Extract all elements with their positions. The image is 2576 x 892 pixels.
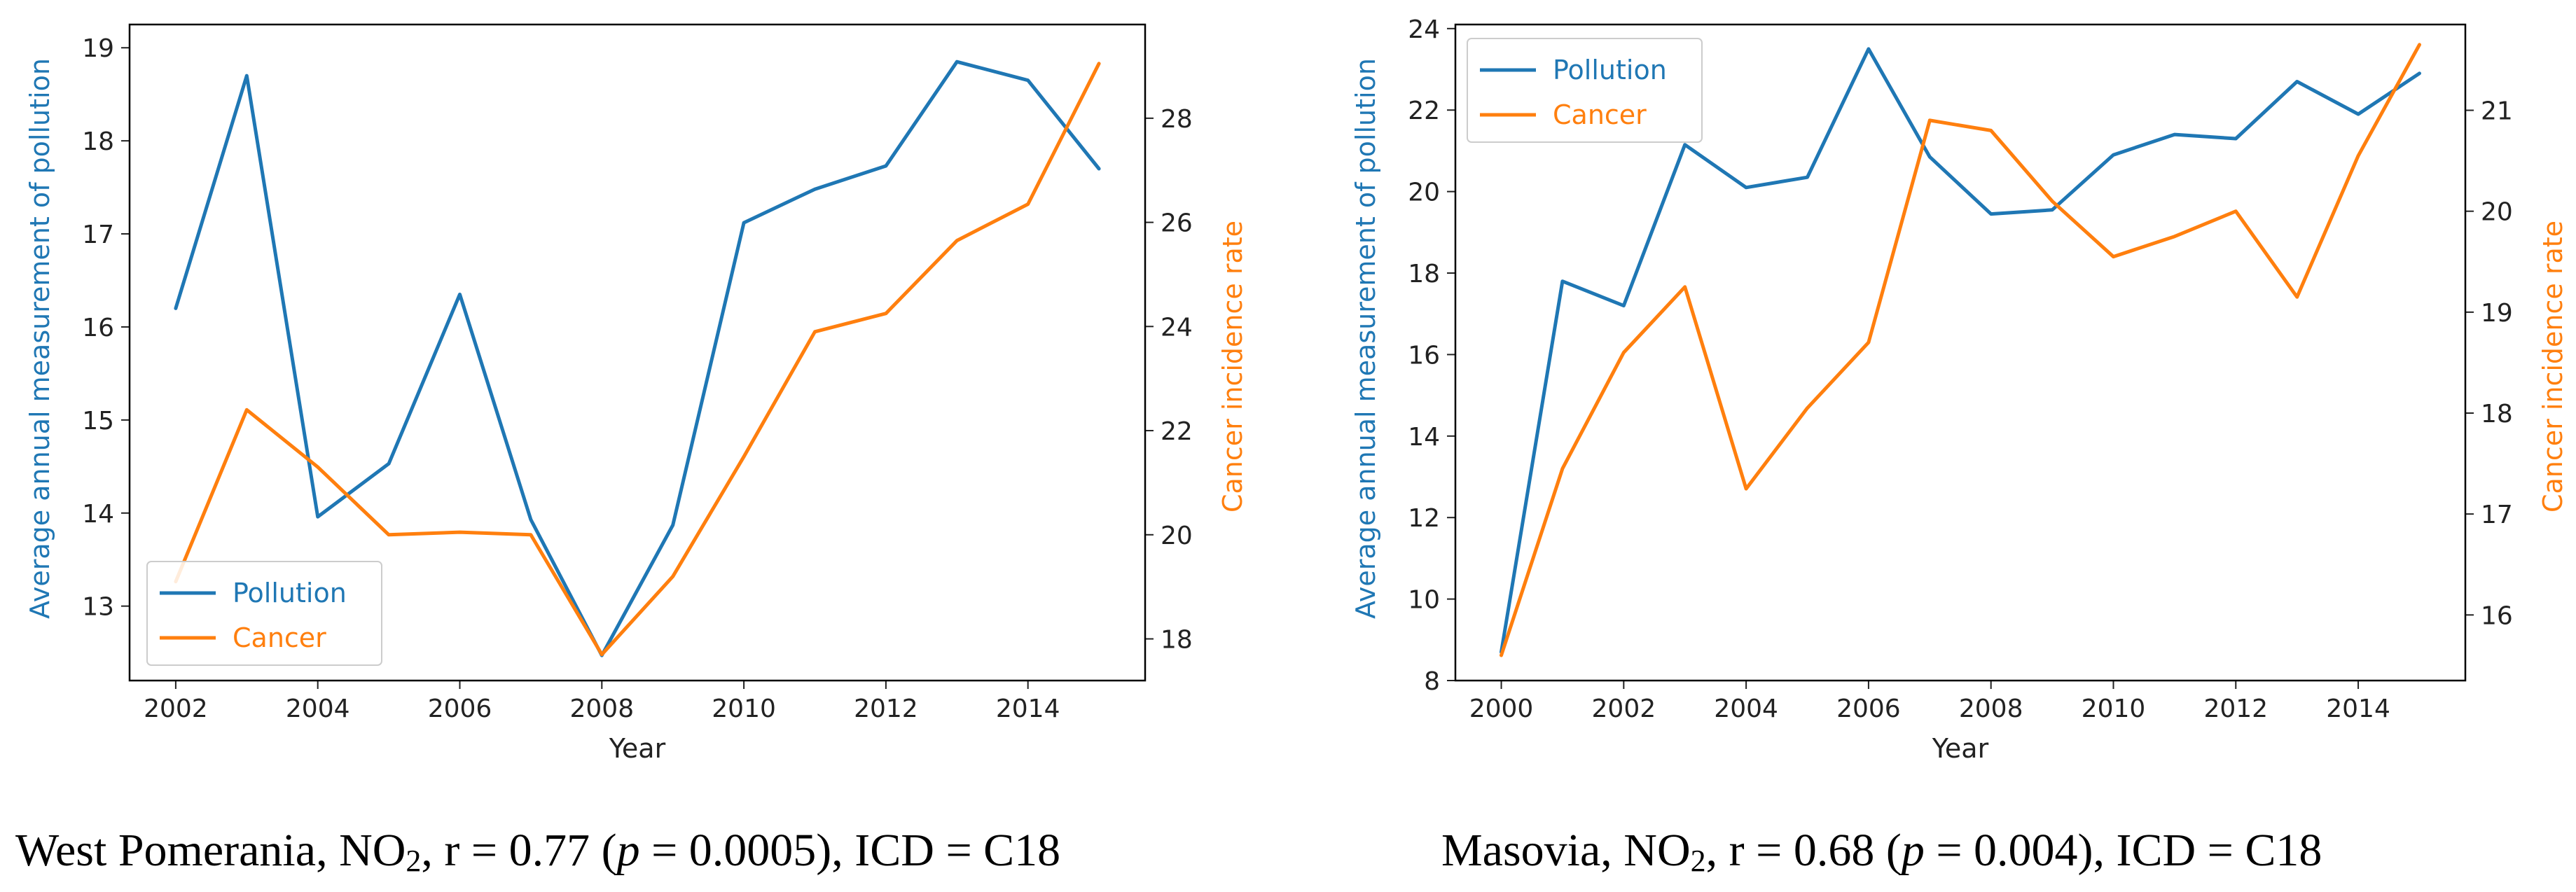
y-left-tick-label: 15 — [82, 407, 114, 435]
x-tick-label: 2012 — [2203, 695, 2268, 723]
y-right-axis-label: Cancer incidence rate — [2537, 221, 2568, 513]
chart-masovia: 2000 2002 2004 2006 2008 2010 2012 2014 8 10 12 14 1… — [1350, 15, 2568, 764]
legend-label-pollution: Pollution — [1553, 55, 1667, 85]
caption-r: , r = 0.77 ( — [421, 825, 617, 876]
legend-label-pollution: Pollution — [233, 578, 347, 608]
x-tick-label: 2012 — [854, 695, 918, 723]
x-axis-label: Year — [1932, 733, 1989, 764]
caption-p: = 0.0005), ICD = C18 — [639, 825, 1061, 876]
y-left-tick-label: 10 — [1408, 586, 1440, 615]
series-line-pollution — [1500, 47, 2421, 654]
y-right-tick-label: 26 — [1161, 209, 1193, 238]
y-left-tick-label: 8 — [1424, 667, 1440, 696]
y-right-tick-label: 17 — [2481, 501, 2513, 529]
caption-p: = 0.004), ICD = C18 — [1924, 825, 2322, 876]
x-tick-label: 2002 — [1592, 695, 1656, 723]
caption-region: Masovia, NO — [1441, 825, 1691, 876]
y-left-tick-label: 17 — [82, 221, 114, 249]
y-left-tick-label: 20 — [1408, 179, 1440, 207]
y-left-tick-label: 16 — [1408, 341, 1440, 370]
y-left-tick-label: 14 — [1408, 423, 1440, 452]
y-right-tick-label: 22 — [1161, 417, 1193, 446]
y-left-axis-label: Average annual measurement of pollution — [25, 58, 55, 619]
series-line-cancer — [174, 62, 1101, 657]
caption-west-pomerania: West Pomerania, NO2, r = 0.77 (p = 0.000… — [15, 812, 1060, 889]
caption-masovia: Masovia, NO2, r = 0.68 (p = 0.004), ICD … — [1441, 812, 2322, 889]
plot-frame — [1454, 23, 2467, 682]
x-tick-label: 2002 — [144, 695, 208, 723]
caption-p-symbol: p — [1901, 825, 1925, 876]
caption-subscript: 2 — [406, 844, 422, 878]
y-left-tick-label: 22 — [1408, 97, 1440, 125]
y-right-tick-label: 18 — [2481, 400, 2513, 428]
x-tick-label: 2008 — [1959, 695, 2023, 723]
y-left-tick-label: 19 — [82, 34, 114, 63]
y-left-tick-label: 13 — [82, 593, 114, 622]
y-right-axis-label: Cancer incidence rate — [1217, 221, 1248, 513]
series-line-pollution — [174, 60, 1101, 657]
x-axis-label: Year — [609, 733, 666, 764]
x-tick-label: 2000 — [1469, 695, 1534, 723]
y-left-tick-label: 18 — [82, 127, 114, 156]
x-tick-label: 2010 — [712, 695, 776, 723]
y-left-tick-label: 18 — [1408, 260, 1440, 288]
series-line-cancer — [1500, 43, 2421, 657]
y-right-tick-label: 20 — [1161, 522, 1193, 550]
x-tick-label: 2014 — [996, 695, 1060, 723]
y-left-tick-label: 16 — [82, 314, 114, 342]
y-left-tick-label: 12 — [1408, 504, 1440, 533]
caption-r: , r = 0.68 ( — [1705, 825, 1902, 876]
y-right-tick-label: 20 — [2481, 198, 2513, 227]
caption-subscript: 2 — [1690, 844, 1706, 878]
legend-label-cancer: Cancer — [233, 622, 326, 653]
caption-region: West Pomerania, NO — [15, 825, 406, 876]
x-tick-label: 2004 — [1714, 695, 1778, 723]
y-right-tick-label: 19 — [2481, 299, 2513, 328]
y-right-tick-label: 21 — [2481, 97, 2513, 126]
x-tick-label: 2014 — [2326, 695, 2390, 723]
x-tick-label: 2010 — [2082, 695, 2146, 723]
x-tick-label: 2004 — [286, 695, 350, 723]
legend-label-cancer: Cancer — [1553, 99, 1647, 130]
y-left-axis-label: Average annual measurement of pollution — [1350, 58, 1381, 619]
chart-west-pomerania: 2002 2004 2006 2008 2010 2012 2014 13 14 15 16 17 18… — [25, 23, 1248, 764]
y-right-tick-label: 16 — [2481, 601, 2513, 630]
y-left-tick-label: 14 — [82, 500, 114, 529]
y-right-tick-label: 18 — [1161, 626, 1193, 655]
x-tick-label: 2006 — [428, 695, 492, 723]
x-tick-label: 2006 — [1836, 695, 1901, 723]
x-tick-label: 2008 — [569, 695, 634, 723]
y-right-tick-label: 24 — [1161, 313, 1193, 342]
plot-frame — [128, 23, 1147, 682]
caption-p-symbol: p — [616, 825, 640, 876]
y-left-tick-label: 24 — [1408, 15, 1440, 44]
y-right-tick-label: 28 — [1161, 105, 1193, 134]
